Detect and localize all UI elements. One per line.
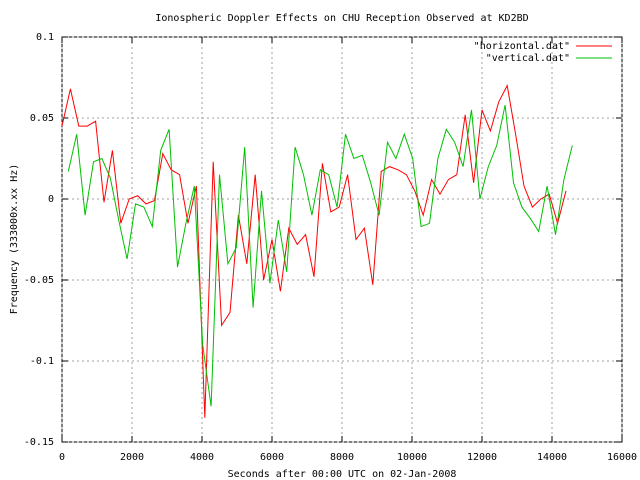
legend-label: "horizontal.dat" bbox=[474, 41, 570, 52]
x-tick-label: 16000 bbox=[607, 452, 637, 463]
x-tick-label: 12000 bbox=[467, 452, 497, 463]
y-tick-label: 0 bbox=[48, 194, 54, 205]
x-tick-label: 0 bbox=[59, 452, 65, 463]
x-tick-label: 2000 bbox=[120, 452, 144, 463]
y-tick-label: -0.15 bbox=[24, 437, 54, 448]
x-tick-label: 8000 bbox=[330, 452, 354, 463]
data-line bbox=[61, 84, 567, 418]
legend-label: "vertical.dat" bbox=[486, 53, 570, 64]
x-tick-label: 4000 bbox=[190, 452, 214, 463]
x-tick-label: 14000 bbox=[537, 452, 567, 463]
y-tick-label: 0.1 bbox=[36, 32, 54, 43]
data-line bbox=[67, 104, 573, 407]
y-tick-label: -0.05 bbox=[24, 275, 54, 286]
y-axis-label: Frequency (333000x.xx Hz) bbox=[9, 164, 20, 315]
chart-title: Ionospheric Doppler Effects on CHU Recep… bbox=[155, 13, 528, 24]
x-tick-label: 10000 bbox=[397, 452, 427, 463]
y-tick-label: -0.1 bbox=[30, 356, 54, 367]
x-tick-label: 6000 bbox=[260, 452, 284, 463]
x-axis-label: Seconds after 00:00 UTC on 02-Jan-2008 bbox=[228, 469, 457, 480]
y-tick-label: 0.05 bbox=[30, 113, 54, 124]
